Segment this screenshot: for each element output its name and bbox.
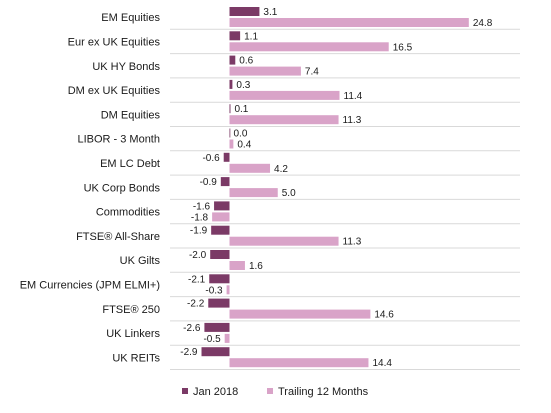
data-label-jan-2018: 0.6 xyxy=(239,56,253,67)
category-label: EM Equities xyxy=(101,12,160,24)
bar-trailing-12-months xyxy=(224,333,230,343)
category-label: DM ex UK Equities xyxy=(68,85,161,97)
bar-jan-2018 xyxy=(208,298,230,308)
data-label-trailing-12-months: 14.6 xyxy=(374,310,394,321)
legend-swatch-series-2 xyxy=(267,388,273,394)
legend-label-series-1: Jan 2018 xyxy=(193,386,238,398)
category-label: UK Gilts xyxy=(120,255,161,267)
data-label-trailing-12-months: 11.4 xyxy=(344,91,363,102)
data-label-trailing-12-months: 7.4 xyxy=(305,67,319,78)
bar-trailing-12-months xyxy=(229,18,469,27)
data-label-jan-2018: -1.6 xyxy=(193,201,211,212)
data-label-jan-2018: -1.9 xyxy=(190,226,208,237)
data-label-jan-2018: -2.9 xyxy=(180,347,198,358)
data-label-trailing-12-months: 5.0 xyxy=(282,188,296,199)
row-dividers xyxy=(170,28,520,370)
data-label-trailing-12-months: 14.4 xyxy=(372,358,392,369)
category-label: FTSE® All-Share xyxy=(76,231,160,243)
legend-swatch-series-1 xyxy=(182,388,188,394)
data-label-jan-2018: -2.6 xyxy=(183,323,201,334)
bar-trailing-12-months xyxy=(229,236,339,246)
data-label-trailing-12-months: 11.3 xyxy=(343,237,362,248)
bar-trailing-12-months xyxy=(229,261,245,270)
data-label-jan-2018: -2.0 xyxy=(189,250,207,261)
bar-trailing-12-months xyxy=(229,358,369,368)
data-label-trailing-12-months: 1.6 xyxy=(249,261,263,272)
data-label-jan-2018: 3.1 xyxy=(263,7,277,18)
bar-trailing-12-months xyxy=(229,163,271,173)
data-label-trailing-12-months: -0.3 xyxy=(205,285,223,296)
bar-jan-2018 xyxy=(220,177,230,187)
category-label: FTSE® 250 xyxy=(102,304,160,316)
data-label-trailing-12-months: -0.5 xyxy=(203,334,221,345)
bar-jan-2018 xyxy=(229,7,260,16)
bar-trailing-12-months xyxy=(229,66,301,76)
category-label: UK HY Bonds xyxy=(92,61,160,73)
bar-jan-2018 xyxy=(229,128,231,138)
bar-trailing-12-months xyxy=(226,285,230,295)
data-label-trailing-12-months: 16.5 xyxy=(393,42,413,53)
bar-trailing-12-months xyxy=(229,309,371,319)
data-label-jan-2018: -2.1 xyxy=(188,274,206,285)
bar-jan-2018 xyxy=(229,55,236,65)
bar-trailing-12-months xyxy=(229,188,278,198)
data-label-trailing-12-months: 4.2 xyxy=(274,164,288,175)
value-labels: 3.1 24.8 1.1 16.5 0.6 7.4 0.3 11.4 0.1 11.3 0.00.4… xyxy=(180,7,492,369)
legend-label-series-2: Trailing 12 Months xyxy=(278,386,369,398)
data-label-trailing-12-months: 0.4 xyxy=(237,140,251,151)
bar-jan-2018 xyxy=(204,322,230,332)
bar-trailing-12-months xyxy=(229,90,340,100)
category-label: UK Linkers xyxy=(106,328,160,340)
bar-trailing-12-months xyxy=(229,115,339,125)
data-label-jan-2018: -2.2 xyxy=(187,299,205,310)
data-label-trailing-12-months: -1.8 xyxy=(191,212,209,223)
bars xyxy=(201,7,469,368)
category-label: DM Equities xyxy=(101,109,161,121)
data-label-jan-2018: 0.1 xyxy=(234,104,248,115)
bar-jan-2018 xyxy=(201,347,230,357)
category-label: UK Corp Bonds xyxy=(84,182,161,194)
data-label-jan-2018: -0.9 xyxy=(200,177,218,188)
bar-jan-2018 xyxy=(211,225,230,235)
category-labels: EM Equities Eur ex UK Equities UK HY Bonds… xyxy=(20,12,161,364)
bar-jan-2018 xyxy=(214,201,230,211)
category-label: UK REITs xyxy=(112,352,160,364)
category-label: Eur ex UK Equities xyxy=(68,36,161,48)
data-label-trailing-12-months: 11.3 xyxy=(343,115,362,126)
data-label-jan-2018: -0.6 xyxy=(202,153,220,164)
category-label: EM LC Debt xyxy=(100,158,160,170)
bar-jan-2018 xyxy=(209,274,230,284)
bar-trailing-12-months xyxy=(229,139,234,149)
bar-trailing-12-months xyxy=(212,212,230,222)
category-label: EM Currencies (JPM ELMI+) xyxy=(20,279,160,291)
bar-jan-2018 xyxy=(223,152,230,162)
legend: Jan 2018 Trailing 12 Months xyxy=(182,386,369,398)
bar-jan-2018 xyxy=(229,79,233,89)
category-label: LIBOR - 3 Month xyxy=(77,134,160,146)
bar-jan-2018 xyxy=(229,104,231,114)
data-label-jan-2018: 0.3 xyxy=(236,80,250,91)
bar-trailing-12-months xyxy=(229,42,389,52)
data-label-jan-2018: 0.0 xyxy=(234,129,248,140)
bar-jan-2018 xyxy=(210,250,230,259)
data-label-trailing-12-months: 24.8 xyxy=(473,18,493,29)
data-label-jan-2018: 1.1 xyxy=(244,31,258,42)
category-label: Commodities xyxy=(96,207,161,219)
bar-jan-2018 xyxy=(229,31,241,41)
